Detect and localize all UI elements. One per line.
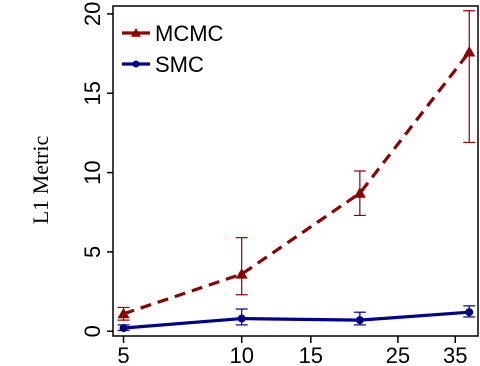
data-point-marker: [237, 314, 246, 323]
legend-marker: [132, 60, 140, 68]
y-tick-label: 15: [80, 81, 105, 105]
series-layer: [117, 10, 476, 333]
series-line: [123, 51, 471, 316]
legend-label: MCMC: [155, 21, 224, 46]
plot-frame: [112, 5, 479, 337]
data-point-marker: [355, 316, 364, 325]
legend-label: SMC: [155, 52, 204, 77]
x-tick-label: 10: [229, 343, 253, 366]
x-axis: 5 10 15 25 35: [117, 336, 467, 366]
x-tick-label: 15: [299, 343, 323, 366]
legend: MCMC SMC: [122, 21, 224, 77]
data-point-marker: [463, 46, 476, 57]
y-axis-label: L1 Metric: [28, 135, 53, 224]
data-point-marker: [235, 268, 248, 279]
y-tick-label: 5: [80, 246, 105, 258]
y-tick-label: 10: [80, 160, 105, 184]
y-axis: 0 5 10 15 20: [80, 2, 113, 337]
series-smc: [117, 305, 476, 333]
y-tick-label: 20: [80, 2, 105, 26]
data-point-marker: [465, 308, 474, 317]
series-mcmc: [117, 10, 476, 321]
x-tick-label: 35: [443, 343, 467, 366]
data-point-marker: [117, 307, 130, 319]
series-line: [123, 310, 470, 330]
legend-marker: [131, 28, 141, 37]
x-tick-label: 5: [117, 343, 129, 366]
y-tick-label: 0: [80, 325, 105, 337]
data-point-marker: [119, 324, 128, 333]
data-point-marker: [353, 187, 366, 198]
x-tick-label: 25: [386, 343, 410, 366]
